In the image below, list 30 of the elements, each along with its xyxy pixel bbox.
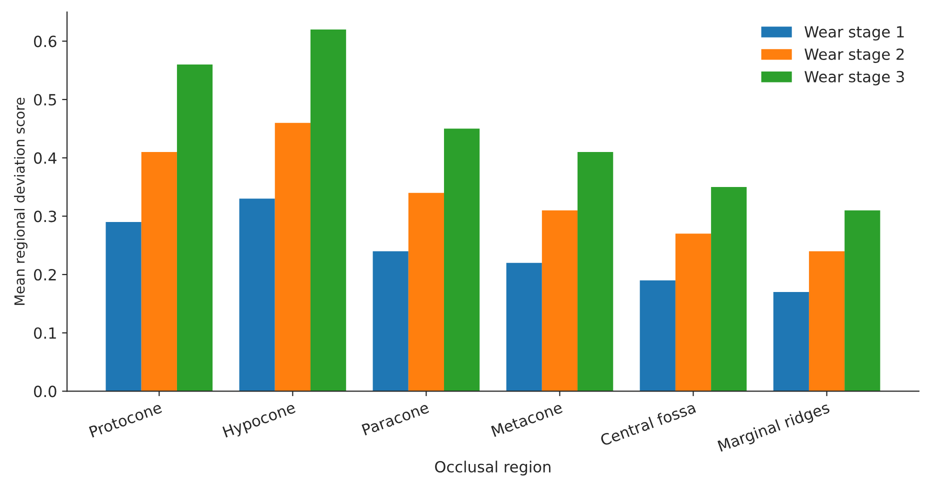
legend-label: Wear stage 2 (804, 48, 904, 63)
legend-label: Wear stage 3 (804, 70, 904, 86)
bar (808, 251, 845, 392)
bar (640, 280, 676, 392)
bar (578, 152, 614, 392)
x-axis-title: Occlusal region (435, 460, 550, 476)
y-tick-label: 0.1 (34, 327, 56, 339)
bar (310, 30, 346, 392)
y-tick-label: 0.6 (34, 36, 56, 48)
y-tick-label: 0.4 (34, 152, 56, 164)
bar (506, 262, 542, 392)
bar (444, 128, 480, 392)
bar (711, 187, 747, 392)
bar (106, 222, 142, 392)
bar (239, 198, 275, 392)
bar (176, 64, 213, 392)
bar (675, 234, 712, 392)
y-tick-label: 0.2 (34, 268, 56, 281)
bar (274, 122, 310, 392)
bar (773, 292, 809, 392)
y-tick-label: 0.5 (34, 94, 56, 106)
y-tick-label: 0.0 (34, 386, 56, 398)
bar (408, 192, 444, 392)
bar (372, 251, 408, 392)
legend-label: Wear stage 1 (804, 26, 904, 41)
bar (141, 152, 177, 392)
bar (542, 210, 578, 392)
y-axis-title: Mean regional deviation score (14, 98, 28, 305)
bar (844, 210, 880, 392)
y-tick-label: 0.3 (34, 210, 56, 222)
